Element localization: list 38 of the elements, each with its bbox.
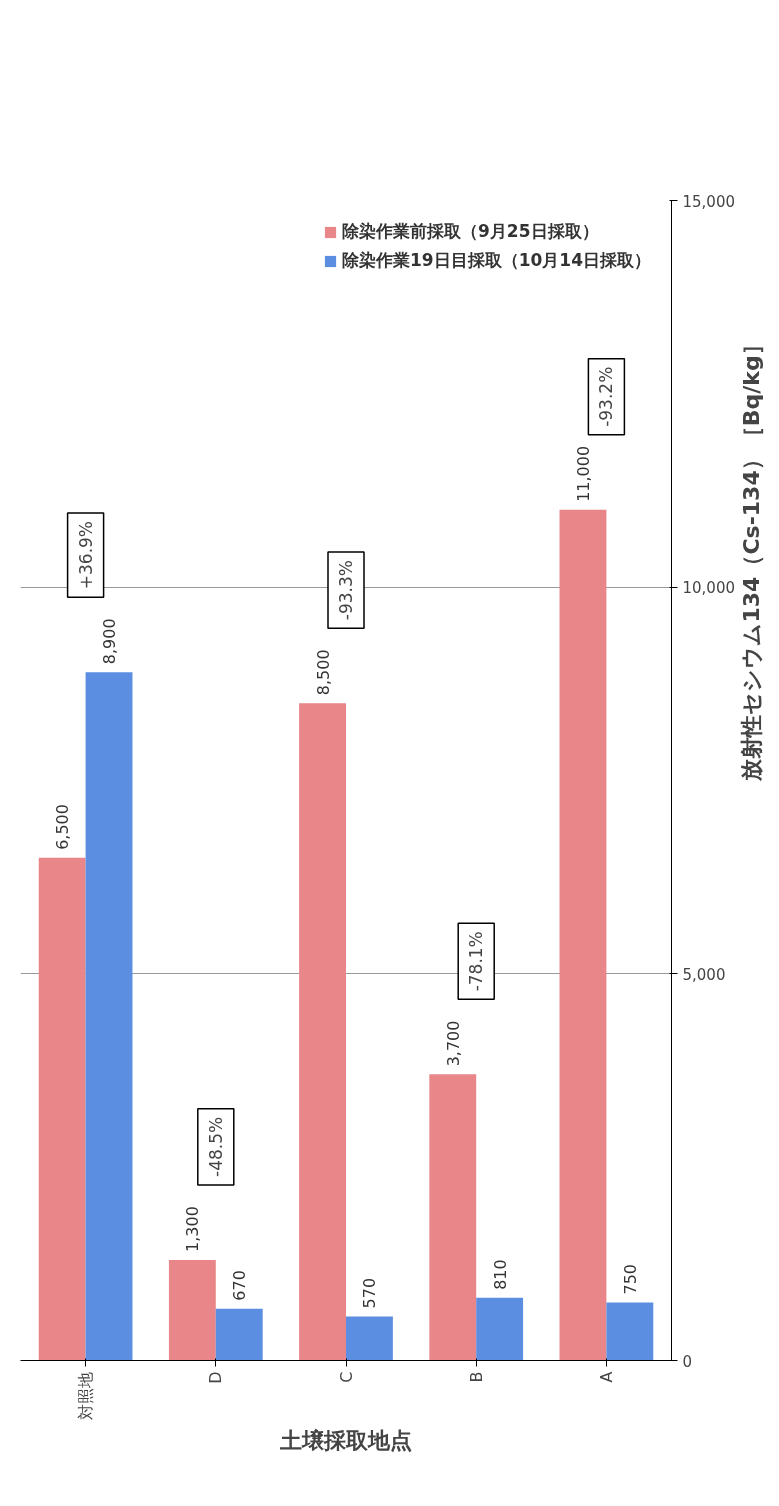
legend-label: 除染作業19日目採取（10月14日採取）: [342, 249, 651, 272]
annotation: -48.5%: [205, 1116, 226, 1177]
data-label: 6,500: [53, 804, 73, 850]
y-axis-title: 放射性セシウム134（Cs-134）［Bq/kg］: [739, 333, 765, 782]
bar: [215, 1308, 263, 1361]
x-axis-title: 土壌採取地点: [279, 1427, 412, 1453]
data-label: 570: [360, 1277, 380, 1309]
bar: [606, 1302, 654, 1361]
bar: [299, 703, 346, 1361]
bar: [38, 857, 86, 1361]
data-label: 810: [490, 1259, 510, 1290]
bar: [429, 1074, 477, 1361]
bar: [559, 509, 607, 1361]
x-tick-label: B: [466, 1371, 486, 1383]
data-label: 1,300: [183, 1206, 203, 1252]
annotation: -78.1%: [466, 931, 487, 992]
x-tick-label: A: [596, 1371, 616, 1383]
x-tick-label: 対照地: [76, 1371, 96, 1420]
x-tick-label: D: [206, 1371, 226, 1384]
data-label: 670: [230, 1270, 250, 1301]
data-label: 11,000: [573, 445, 593, 502]
data-label: 750: [620, 1263, 640, 1295]
bar: [346, 1316, 393, 1361]
annotation: -93.2%: [596, 366, 617, 427]
annotation: +36.9%: [75, 520, 96, 590]
legend-label: 除染作業前採取（9月25日採取）: [342, 220, 599, 243]
data-label: 3,700: [443, 1020, 463, 1067]
x-tick-label: C: [336, 1371, 356, 1383]
data-label: 8,900: [100, 618, 120, 665]
annotation: -93.3%: [336, 560, 356, 621]
y-tick-label: 10,000: [682, 579, 735, 598]
y-tick-label: 0: [682, 1352, 693, 1371]
y-tick-label: 5,000: [682, 965, 726, 984]
y-tick-label: 15,000: [682, 192, 735, 211]
bar: [476, 1297, 524, 1361]
bar: [85, 672, 133, 1361]
data-label: 8,500: [313, 649, 333, 696]
bar: [168, 1259, 216, 1361]
